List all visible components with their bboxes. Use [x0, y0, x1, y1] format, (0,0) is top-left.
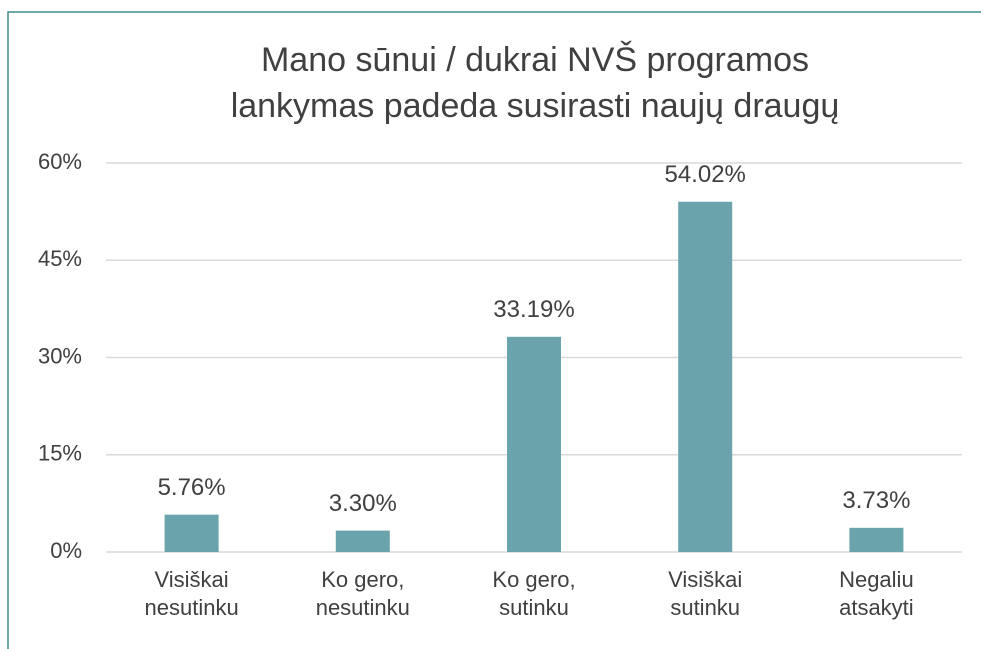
data-label: 33.19% — [493, 296, 574, 323]
chart-border — [7, 11, 981, 649]
x-tick-label: Ko gero, sutinku — [492, 567, 576, 620]
bar — [678, 201, 733, 553]
bar — [164, 514, 219, 552]
bar — [507, 336, 561, 552]
chart-title: Mano sūnui / dukrai NVŠ programos — [261, 41, 809, 79]
y-tick-label: 60% — [38, 149, 82, 174]
x-tick-label: Visiškai nesutinku — [144, 567, 239, 620]
y-tick-label: 0% — [50, 538, 82, 563]
y-tick-label: 15% — [38, 441, 82, 466]
chart-title: lankymas padeda susirasti naujų draugų — [231, 87, 840, 125]
bar — [335, 530, 390, 552]
bar — [849, 527, 904, 552]
data-label: 5.76% — [158, 474, 226, 501]
x-tick-label: Visiškai sutinku — [668, 567, 743, 620]
x-tick-label: Ko gero, nesutinku — [315, 567, 410, 620]
y-tick-label: 45% — [38, 246, 82, 271]
y-tick-label: 30% — [38, 343, 82, 368]
data-label: 3.73% — [842, 487, 910, 514]
x-tick-label: Negaliu atsakyti — [839, 567, 914, 620]
data-label: 3.30% — [329, 490, 397, 517]
data-label: 54.02% — [664, 161, 745, 188]
